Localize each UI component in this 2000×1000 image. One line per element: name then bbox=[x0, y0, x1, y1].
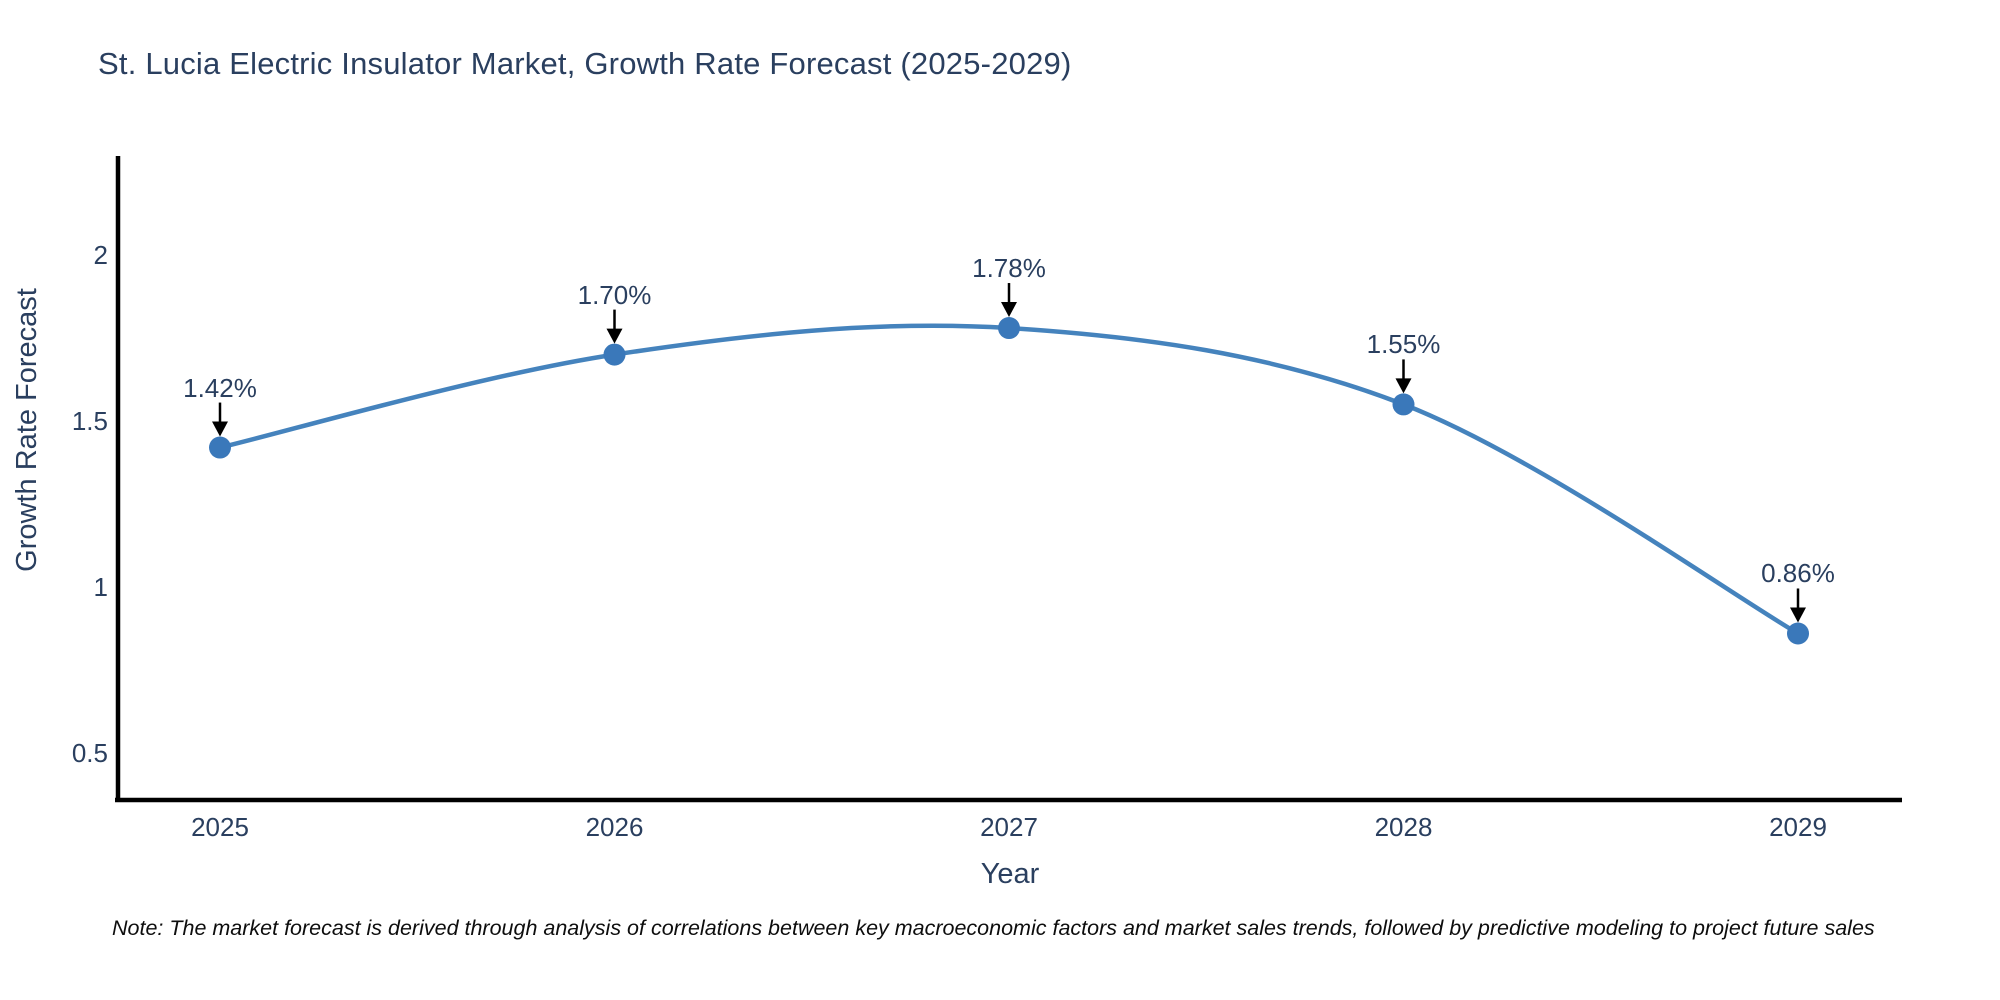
trend-line bbox=[217, 323, 1801, 636]
data-point-label: 1.70% bbox=[577, 279, 652, 310]
data-point-marker bbox=[1787, 622, 1809, 645]
data-point-label: 0.86% bbox=[1761, 558, 1835, 589]
x-tick-label: 2026 bbox=[585, 812, 644, 842]
annotation-arrowhead-icon bbox=[1001, 302, 1017, 318]
data-point-marker bbox=[1392, 393, 1415, 416]
data-point-marker bbox=[603, 343, 626, 366]
data-point-marker bbox=[998, 317, 1020, 340]
y-tick-label: 1.5 bbox=[71, 406, 108, 436]
annotation-arrowhead-icon bbox=[606, 328, 623, 344]
x-tick-label: 2029 bbox=[1769, 812, 1827, 842]
data-point-label: 1.78% bbox=[972, 253, 1046, 284]
x-tick-label: 2025 bbox=[191, 812, 249, 842]
y-tick-label: 0.5 bbox=[71, 738, 108, 768]
annotation-arrowhead-icon bbox=[212, 421, 228, 437]
x-tick-label: 2027 bbox=[980, 812, 1038, 842]
annotation-arrowhead-icon bbox=[1790, 607, 1806, 623]
y-tick-label: 1 bbox=[93, 572, 108, 602]
footnote: Note: The market forecast is derived thr… bbox=[112, 916, 1875, 940]
chart-title: St. Lucia Electric Insulator Market, Gro… bbox=[98, 46, 1072, 81]
x-tick-label: 2028 bbox=[1374, 812, 1433, 842]
data-point-label: 1.55% bbox=[1366, 329, 1441, 360]
data-point-label: 1.42% bbox=[183, 372, 257, 403]
annotation-arrowhead-icon bbox=[1395, 378, 1412, 394]
data-point-marker bbox=[209, 436, 231, 459]
y-tick-label: 2 bbox=[93, 240, 108, 270]
x-axis-title: Year bbox=[980, 858, 1040, 890]
